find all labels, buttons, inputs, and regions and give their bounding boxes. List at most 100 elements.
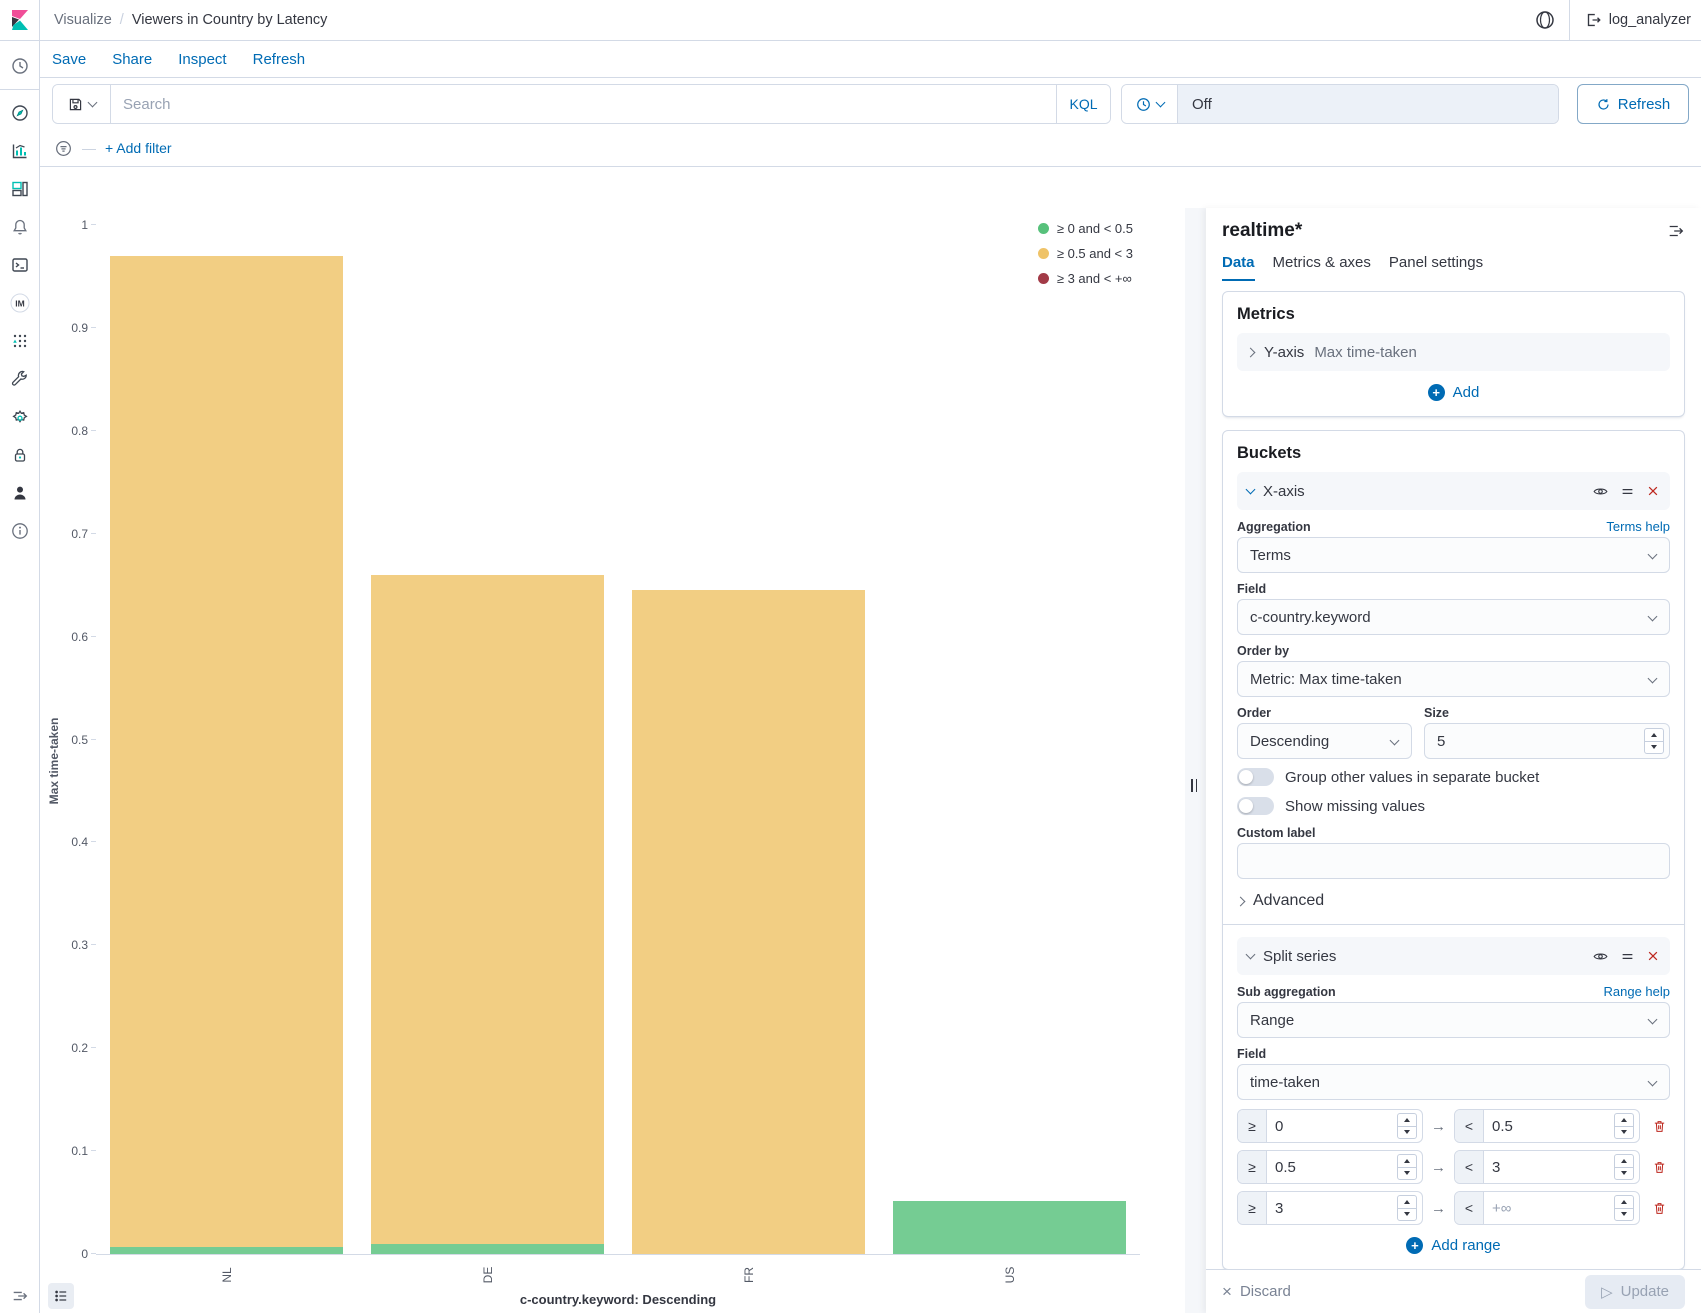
breadcrumb-visualize[interactable]: Visualize [54,12,112,28]
chevron-right-icon [1235,896,1246,906]
toolbar-link-inspect[interactable]: Inspect [178,50,227,68]
toggle-label: Group other values in separate bucket [1285,768,1540,786]
range-from-input[interactable] [1267,1117,1397,1135]
sidebar-item-discover-compass[interactable] [0,94,40,132]
range-from-group: ≥ [1237,1109,1423,1143]
remove-x-icon[interactable] [1646,484,1660,498]
panel-resize-divider[interactable] [1185,208,1206,1313]
metric-value-label: Max time-taken [1314,343,1417,361]
sub-aggregation-select[interactable]: Range [1237,1002,1670,1038]
sidebar-item-dashboard[interactable] [0,170,40,208]
legend-item[interactable]: ≥ 0.5 and < 3 [1037,246,1133,261]
add-metric-button[interactable]: + Add [1237,379,1670,403]
nav-collapse-button[interactable] [0,1287,40,1305]
order-select[interactable]: Descending [1237,723,1412,759]
x-axis-title: c-country.keyword: Descending [519,1292,717,1307]
chevron-down-icon [1647,1076,1658,1087]
custom-label-input[interactable] [1238,844,1669,878]
sidebar-item-recent-clock[interactable] [0,47,40,85]
x-axis-label: X-axis [1263,482,1305,500]
aggregation-select[interactable]: Terms [1237,537,1670,573]
split-field-select[interactable]: time-taken [1237,1064,1670,1100]
range-from-input[interactable] [1267,1158,1397,1176]
number-stepper[interactable] [1614,1195,1634,1221]
delete-range-button[interactable] [1648,1197,1670,1219]
toggle-switch[interactable] [1237,768,1274,786]
kibana-logo[interactable] [0,0,40,40]
advanced-accordion[interactable]: Advanced [1235,888,1670,912]
terms-help-link[interactable]: Terms help [1606,519,1670,534]
toolbar-link-save[interactable]: Save [52,50,87,68]
x-axis-accordion-header[interactable]: X-axis [1237,472,1670,510]
range-to-input[interactable] [1484,1199,1614,1217]
range-help-link[interactable]: Range help [1603,984,1671,999]
sidebar-item-dev-tools-console[interactable] [0,246,40,284]
number-stepper[interactable] [1397,1113,1417,1139]
legend-item[interactable]: ≥ 3 and < +∞ [1037,271,1133,286]
refresh-icon [1598,98,1609,110]
sidebar-item-security-lock[interactable] [0,436,40,474]
eye-icon[interactable] [1592,483,1609,500]
search-input[interactable] [111,85,1056,123]
tab-data[interactable]: Data [1222,254,1255,281]
delete-range-button[interactable] [1648,1115,1670,1137]
order-by-select[interactable]: Metric: Max time-taken [1237,661,1670,697]
split-series-accordion-header[interactable]: Split series [1237,937,1670,975]
y-tick-label: 0.2 [71,1041,88,1056]
number-stepper[interactable] [1397,1154,1417,1180]
refresh-interval-value[interactable]: Off [1178,85,1558,123]
y-tick-mark [91,429,96,431]
kql-button[interactable]: KQL [1056,85,1110,123]
number-stepper[interactable] [1614,1113,1634,1139]
number-stepper[interactable] [1614,1154,1634,1180]
range-to-input[interactable] [1484,1158,1614,1176]
metric-y-axis-row[interactable]: Y-axis Max time-taken [1237,333,1670,371]
add-filter-button[interactable]: + Add filter [105,140,172,156]
resize-handle[interactable] [1191,779,1197,792]
drag-handle-icon[interactable] [1620,949,1635,964]
sidebar-item-users-person[interactable] [0,474,40,512]
editor-tabs: Data Metrics & axes Panel settings [1222,254,1685,281]
number-stepper[interactable] [1397,1195,1417,1221]
y-axis-title: Max time-taken [47,717,61,805]
logout-button[interactable]: log_analyzer [1570,11,1701,29]
y-tick-mark [91,1150,96,1152]
toolbar-link-share[interactable]: Share [112,50,153,68]
range-to-input[interactable] [1484,1117,1614,1135]
refresh-query-button[interactable]: Refresh [1577,84,1689,124]
toggle-switch[interactable] [1237,797,1274,815]
tab-panel-settings[interactable]: Panel settings [1388,254,1484,271]
visualize-chart-icon [12,144,26,159]
add-range-button[interactable]: + Add range [1237,1232,1670,1256]
space-avatar-icon[interactable] [1521,0,1569,40]
range-row: ≥ → < [1237,1150,1670,1184]
tab-metrics-axes[interactable]: Metrics & axes [1272,254,1371,271]
legend-toggle-button[interactable] [48,1283,74,1309]
collapse-panel-icon[interactable] [1667,222,1685,240]
eye-icon[interactable] [1592,948,1609,965]
drag-handle-icon[interactable] [1620,484,1635,499]
sidebar-item-index-management[interactable]: IM [0,284,40,322]
range-from-input[interactable] [1267,1199,1397,1217]
sidebar-item-visualize-chart[interactable] [0,132,40,170]
discard-button[interactable]: × Discard [1222,1281,1291,1301]
field-select[interactable]: c-country.keyword [1237,599,1670,635]
saved-query-button[interactable] [53,85,111,123]
sidebar-item-management-gear[interactable] [0,398,40,436]
toolbar-link-refresh[interactable]: Refresh [252,50,306,68]
delete-range-button[interactable] [1648,1156,1670,1178]
number-stepper[interactable] [1644,728,1664,754]
buckets-heading: Buckets [1237,444,1302,462]
time-picker-quick-menu[interactable] [1122,85,1178,123]
sidebar-item-alerts-bell[interactable] [0,208,40,246]
sidebar-item-machine-learning-grid[interactable] [0,322,40,360]
filter-icon[interactable] [54,139,73,158]
sidebar-item-info-circle[interactable] [0,512,40,550]
sidebar-item-tools-wrench[interactable] [0,360,40,398]
bar-segment [632,590,865,1254]
size-input[interactable] [1425,732,1644,750]
legend-item[interactable]: ≥ 0 and < 0.5 [1037,221,1133,236]
update-button[interactable]: ▷ Update [1585,1274,1685,1309]
remove-x-icon[interactable] [1646,949,1660,963]
